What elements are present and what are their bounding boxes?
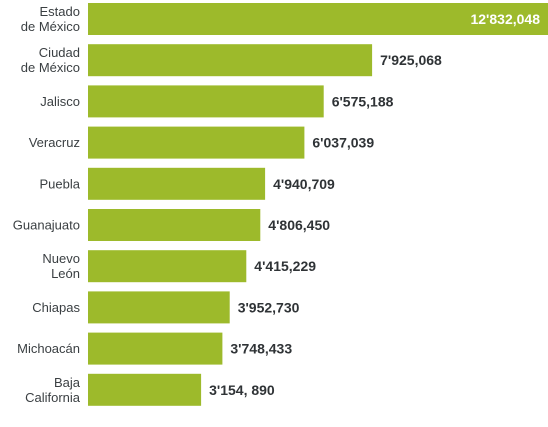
bar-9 — [88, 373, 202, 406]
category-label-line: Veracruz — [29, 135, 80, 150]
category-label-4: Puebla — [40, 176, 81, 191]
category-label-2: Jalisco — [40, 94, 80, 109]
value-label-7: 3'952,730 — [238, 299, 300, 315]
bar-5 — [88, 209, 261, 241]
category-label-line: California — [25, 390, 81, 405]
bar-7 — [88, 291, 230, 324]
category-label-line: Baja — [54, 375, 81, 390]
bar-6 — [88, 250, 247, 283]
value-label-8: 3'748,433 — [230, 341, 292, 357]
value-label-5: 4'806,450 — [268, 217, 330, 233]
value-label-2: 6'575,188 — [332, 93, 394, 109]
category-label-3: Veracruz — [29, 135, 80, 150]
category-label-1: Ciudad de México — [21, 45, 80, 75]
value-label-0: 12'832,048 — [470, 11, 540, 27]
value-label-4: 4'940,709 — [273, 176, 335, 192]
bar-2 — [88, 85, 324, 118]
category-label-7: Chiapas — [32, 300, 80, 315]
value-label-3: 6'037,039 — [312, 135, 374, 151]
category-label-line: Michoacán — [17, 341, 80, 356]
category-label-6: Nuevo León — [42, 251, 80, 281]
bar-4 — [88, 167, 266, 200]
category-label-line: Guanajuato — [13, 218, 80, 233]
category-label-line: Estado — [40, 4, 80, 19]
bars-group — [88, 3, 548, 406]
value-label-9: 3'154, 890 — [209, 382, 275, 398]
category-label-5: Guanajuato — [13, 218, 80, 233]
bar-3 — [88, 126, 305, 159]
category-label-line: Puebla — [40, 176, 81, 191]
category-label-line: de México — [21, 60, 80, 75]
category-label-8: Michoacán — [17, 341, 80, 356]
value-labels-group: 12'832,048 7'925,068 6'575,188 6'037,039 4'9… — [209, 11, 540, 398]
bar-1 — [88, 44, 373, 77]
category-label-line: León — [51, 266, 80, 281]
category-label-line: Jalisco — [40, 94, 80, 109]
category-label-line: Nuevo — [42, 251, 80, 266]
bar-8 — [88, 332, 223, 365]
category-label-9: Baja California — [25, 375, 81, 405]
category-label-line: de México — [21, 19, 80, 34]
category-label-0: Estado de México — [21, 4, 80, 34]
value-label-6: 4'415,229 — [254, 258, 316, 274]
category-label-line: Ciudad — [39, 45, 80, 60]
value-label-1: 7'925,068 — [380, 52, 442, 68]
bar-0 — [88, 3, 548, 35]
category-label-line: Chiapas — [32, 300, 80, 315]
